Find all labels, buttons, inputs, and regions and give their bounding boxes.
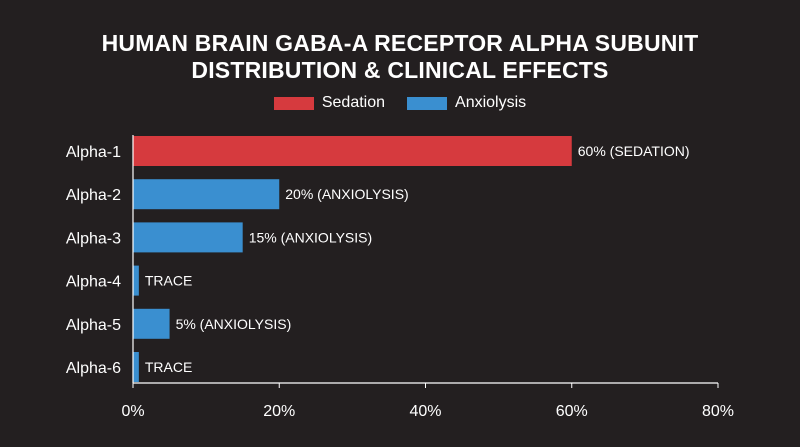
bar-alpha-3 xyxy=(133,222,243,253)
legend-swatch-anxiolysis xyxy=(407,96,448,110)
data-label-alpha-1: 60% (SEDATION) xyxy=(578,143,690,159)
category-label-alpha-5: Alpha-5 xyxy=(66,317,121,334)
chart-title-line-1: HUMAN BRAIN GABA-A RECEPTOR ALPHA SUBUNI… xyxy=(101,30,699,56)
bar-alpha-2 xyxy=(133,179,280,210)
data-label-alpha-5: 5% (ANXIOLYSIS) xyxy=(176,316,292,332)
category-label-alpha-6: Alpha-6 xyxy=(66,360,121,377)
chart-title: HUMAN BRAIN GABA-A RECEPTOR ALPHA SUBUNI… xyxy=(0,30,800,84)
category-label-alpha-4: Alpha-4 xyxy=(66,274,121,291)
legend-item-sedation: Sedation xyxy=(273,94,386,112)
legend-swatch-sedation xyxy=(273,96,314,110)
x-tick-label-0: 0% xyxy=(121,403,144,420)
data-label-alpha-6: TRACE xyxy=(145,359,192,375)
chart-legend: Sedation Anxiolysis xyxy=(0,94,800,112)
bar-alpha-6 xyxy=(133,352,139,382)
bar-alpha-5 xyxy=(133,308,170,339)
data-label-alpha-4: TRACE xyxy=(145,273,192,289)
bar-alpha-4 xyxy=(133,265,139,296)
category-label-alpha-2: Alpha-2 xyxy=(66,187,121,204)
legend-item-anxiolysis: Anxiolysis xyxy=(407,94,526,112)
bar-alpha-1 xyxy=(133,136,572,166)
x-tick-label-20: 20% xyxy=(263,403,295,420)
chart-title-line-2: DISTRIBUTION & CLINICAL EFFECTS xyxy=(191,57,609,83)
legend-label-anxiolysis: Anxiolysis xyxy=(455,94,527,111)
category-label-alpha-1: Alpha-1 xyxy=(66,144,121,161)
x-tick-label-80: 80% xyxy=(702,403,734,420)
data-label-alpha-3: 15% (ANXIOLYSIS) xyxy=(249,229,372,245)
data-label-alpha-2: 20% (ANXIOLYSIS) xyxy=(285,186,408,202)
x-tick-label-60: 60% xyxy=(556,403,588,420)
x-tick-label-40: 40% xyxy=(409,403,441,420)
category-label-alpha-3: Alpha-3 xyxy=(66,230,121,247)
legend-label-sedation: Sedation xyxy=(321,94,386,111)
